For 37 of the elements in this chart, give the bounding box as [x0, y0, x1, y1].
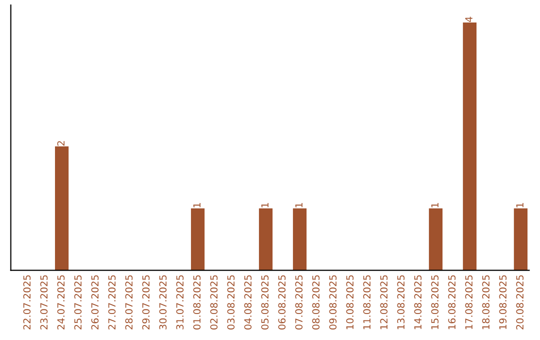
x-tick-label: 10.08.2025	[346, 275, 354, 330]
x-tick-label: 15.08.2025	[431, 275, 439, 330]
x-tick-label: 27.07.2025	[108, 275, 116, 330]
data-label: 1	[261, 203, 268, 208]
x-tick-label: 17.08.2025	[465, 275, 473, 330]
x-tick-label: 03.08.2025	[227, 275, 235, 330]
x-tick-label: 16.08.2025	[448, 275, 456, 330]
x-tick-label: 05.08.2025	[261, 275, 269, 330]
x-tick-label: 18.08.2025	[482, 275, 490, 330]
x-tick-label: 25.07.2025	[74, 275, 82, 330]
data-label: 1	[295, 203, 302, 208]
data-label: 1	[431, 203, 438, 208]
x-tick-label: 13.08.2025	[397, 275, 405, 330]
x-tick-label: 09.08.2025	[329, 275, 337, 330]
x-tick-label: 08.08.2025	[312, 275, 320, 330]
x-tick-label: 12.08.2025	[380, 275, 388, 330]
x-tick-label: 04.08.2025	[244, 275, 252, 330]
data-label: 1	[193, 203, 200, 208]
x-tick-label: 14.08.2025	[414, 275, 422, 330]
x-tick-label: 19.08.2025	[499, 275, 507, 330]
data-label: 4	[465, 16, 472, 22]
x-tick-label: 07.08.2025	[295, 275, 303, 330]
x-tick-label: 31.07.2025	[176, 275, 184, 330]
x-tick-label: 30.07.2025	[159, 275, 167, 330]
x-tick-label: 22.07.2025	[23, 275, 31, 330]
x-tick-label: 23.07.2025	[40, 275, 48, 330]
x-tick-label: 26.07.2025	[91, 275, 99, 330]
x-tick-label: 20.08.2025	[516, 275, 524, 330]
x-tick-label: 28.07.2025	[125, 275, 133, 330]
x-tick-label: 29.07.2025	[142, 275, 150, 330]
x-tick-label: 06.08.2025	[278, 275, 286, 330]
x-tick-label: 24.07.2025	[57, 275, 65, 330]
x-tick-label: 01.08.2025	[193, 275, 201, 330]
data-label: 2	[57, 141, 64, 146]
x-tick-label: 02.08.2025	[210, 275, 218, 330]
data-label: 1	[516, 203, 524, 208]
x-tick-label: 11.08.2025	[363, 275, 371, 330]
